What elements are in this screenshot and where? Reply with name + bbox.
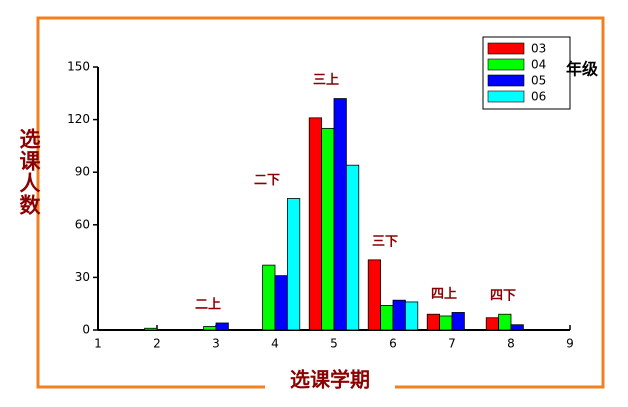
x-tick-label: 5 (330, 337, 338, 351)
bar (274, 275, 288, 331)
bar (308, 117, 323, 331)
bar (426, 313, 441, 331)
legend-swatch (487, 58, 525, 71)
x-tick-label: 3 (212, 337, 220, 351)
legend-swatch (487, 42, 525, 55)
bar (439, 315, 453, 331)
bar (262, 264, 276, 331)
bar (404, 301, 419, 331)
bar (485, 317, 500, 331)
x-axis-label: 选课学期 (290, 368, 370, 392)
legend-title: 年级 (566, 60, 599, 79)
bar (286, 198, 301, 331)
y-tick-label: 120 (67, 112, 90, 126)
legend-label: 03 (531, 42, 546, 56)
y-tick-label: 30 (75, 270, 90, 284)
y-axis-label: 选课人数 (17, 128, 41, 216)
bar (510, 324, 524, 331)
annotation: 四下 (490, 289, 516, 304)
x-tick-label: 4 (271, 337, 279, 351)
bar (345, 164, 360, 331)
y-tick-label: 60 (75, 217, 90, 231)
y-tick-label: 0 (82, 323, 90, 337)
bar (321, 127, 335, 331)
annotation: 二上 (195, 297, 221, 312)
x-tick-label: 2 (153, 337, 161, 351)
bar (367, 259, 382, 331)
label-bg (265, 370, 395, 396)
x-tick-label: 8 (507, 337, 515, 351)
x-tick-label: 9 (566, 337, 574, 351)
annotation: 三下 (372, 234, 398, 249)
y-tick-label: 90 (75, 165, 90, 179)
annotation: 二下 (254, 173, 280, 188)
legend-swatch (487, 74, 525, 87)
y-tick-label: 150 (67, 60, 90, 74)
x-tick-label: 1 (94, 337, 102, 351)
bar (144, 327, 158, 331)
x-tick-label: 6 (389, 337, 397, 351)
bar (498, 313, 512, 331)
bar (203, 326, 217, 331)
legend-swatch (487, 90, 525, 103)
bar (392, 299, 406, 331)
annotation: 三上 (313, 73, 339, 88)
annotation: 四上 (431, 287, 457, 302)
bar (380, 305, 394, 331)
bar (451, 312, 465, 331)
legend-label: 06 (531, 90, 546, 104)
bar (215, 322, 229, 331)
x-tick-label: 7 (448, 337, 456, 351)
bar (333, 98, 347, 331)
legend-label: 05 (531, 74, 546, 88)
legend-label: 04 (531, 58, 546, 72)
